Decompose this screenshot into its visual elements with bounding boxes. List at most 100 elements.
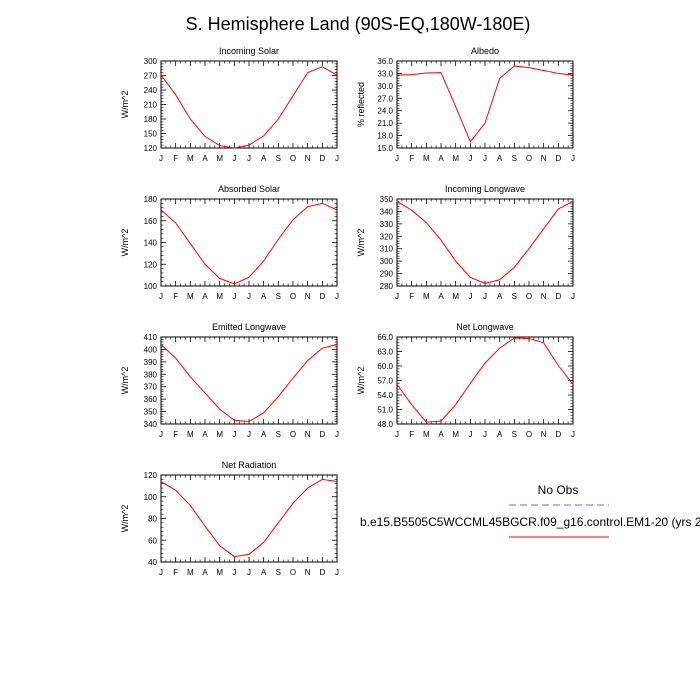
x-tick-label: M <box>423 154 430 163</box>
y-tick-label: 21.0 <box>377 119 393 128</box>
panel-title: Net Radiation <box>222 460 277 470</box>
x-tick-label: M <box>216 292 223 301</box>
y-tick-label: 320 <box>380 232 394 241</box>
y-tick-label: 300 <box>144 57 158 66</box>
y-tick-label: 350 <box>144 408 158 417</box>
y-tick-label: 51.0 <box>377 406 393 415</box>
y-axis-label: W/m^2 <box>120 229 130 257</box>
y-tick-label: 120 <box>144 144 158 153</box>
y-tick-label: 410 <box>144 333 158 342</box>
x-tick-label: D <box>555 154 561 163</box>
x-tick-label: S <box>276 430 281 439</box>
x-tick-label: O <box>526 292 532 301</box>
y-tick-label: 48.0 <box>377 420 393 429</box>
y-axis-label: % reflected <box>356 82 366 127</box>
x-tick-label: A <box>438 430 444 439</box>
x-tick-label: O <box>526 154 532 163</box>
x-tick-label: O <box>290 154 296 163</box>
x-tick-label: A <box>261 292 267 301</box>
x-tick-label: F <box>173 568 178 577</box>
x-tick-label: N <box>305 292 311 301</box>
x-tick-label: S <box>512 154 517 163</box>
x-tick-label: S <box>512 430 517 439</box>
x-tick-label: J <box>483 154 487 163</box>
y-tick-label: 350 <box>380 195 394 204</box>
y-tick-label: 40 <box>148 558 157 567</box>
x-tick-label: D <box>319 154 325 163</box>
series-line <box>160 343 338 423</box>
x-tick-label: A <box>202 154 208 163</box>
y-tick-label: 180 <box>144 195 158 204</box>
y-tick-label: 300 <box>380 257 394 266</box>
x-tick-label: S <box>512 292 517 301</box>
x-tick-label: J <box>159 568 163 577</box>
y-tick-label: 100 <box>144 493 158 502</box>
y-tick-label: 100 <box>144 282 158 291</box>
y-tick-label: 24.0 <box>377 107 393 116</box>
x-tick-label: O <box>290 430 296 439</box>
y-tick-label: 240 <box>144 86 158 95</box>
x-tick-label: F <box>173 154 178 163</box>
y-tick-label: 54.0 <box>377 391 393 400</box>
x-tick-label: N <box>305 154 311 163</box>
x-tick-label: J <box>232 430 236 439</box>
series-line <box>396 201 574 285</box>
y-tick-label: 30.0 <box>377 82 393 91</box>
y-tick-label: 150 <box>144 130 158 139</box>
y-tick-label: 390 <box>144 358 158 367</box>
x-tick-label: J <box>395 154 399 163</box>
x-tick-label: J <box>247 430 251 439</box>
x-tick-label: J <box>232 154 236 163</box>
panel-title: Incoming Longwave <box>445 184 525 194</box>
x-tick-label: A <box>202 568 208 577</box>
x-tick-label: M <box>423 430 430 439</box>
y-tick-label: 160 <box>144 217 158 226</box>
x-tick-label: N <box>541 430 547 439</box>
figure-title: S. Hemisphere Land (90S-EQ,180W-180E) <box>186 14 531 34</box>
plot-frame <box>396 60 574 149</box>
x-tick-label: F <box>409 154 414 163</box>
y-tick-label: 57.0 <box>377 377 393 386</box>
x-tick-label: N <box>305 430 311 439</box>
y-tick-label: 60.0 <box>377 362 393 371</box>
x-tick-label: A <box>261 154 267 163</box>
x-tick-label: S <box>276 568 281 577</box>
x-tick-label: D <box>555 292 561 301</box>
x-tick-label: J <box>232 292 236 301</box>
x-tick-label: F <box>173 430 178 439</box>
x-tick-label: F <box>409 292 414 301</box>
series-line <box>160 478 338 558</box>
x-tick-label: J <box>483 292 487 301</box>
x-tick-label: M <box>423 292 430 301</box>
x-tick-label: A <box>497 154 503 163</box>
x-tick-label: O <box>290 568 296 577</box>
y-axis-label: W/m^2 <box>120 91 130 119</box>
y-tick-label: 290 <box>380 270 394 279</box>
x-tick-label: D <box>319 568 325 577</box>
y-tick-label: 400 <box>144 345 158 354</box>
y-tick-label: 36.0 <box>377 57 393 66</box>
x-tick-label: A <box>438 154 444 163</box>
x-tick-label: A <box>497 430 503 439</box>
plot-frame <box>160 198 338 287</box>
series-line <box>160 202 338 285</box>
x-tick-label: M <box>216 430 223 439</box>
plot-frame <box>160 336 338 425</box>
y-tick-label: 120 <box>144 260 158 269</box>
panel-title: Absorbed Solar <box>218 184 280 194</box>
x-tick-label: J <box>571 154 575 163</box>
x-tick-label: N <box>541 154 547 163</box>
panel-title: Incoming Solar <box>219 46 279 56</box>
legend-model-label: b.e15.B5505C5WCCML45BGCR.f09_g16.control… <box>360 515 700 529</box>
x-tick-label: N <box>305 568 311 577</box>
plot-frame <box>396 198 574 287</box>
x-tick-label: D <box>319 430 325 439</box>
x-tick-label: M <box>216 154 223 163</box>
y-tick-label: 370 <box>144 383 158 392</box>
y-axis-label: W/m^2 <box>120 367 130 395</box>
